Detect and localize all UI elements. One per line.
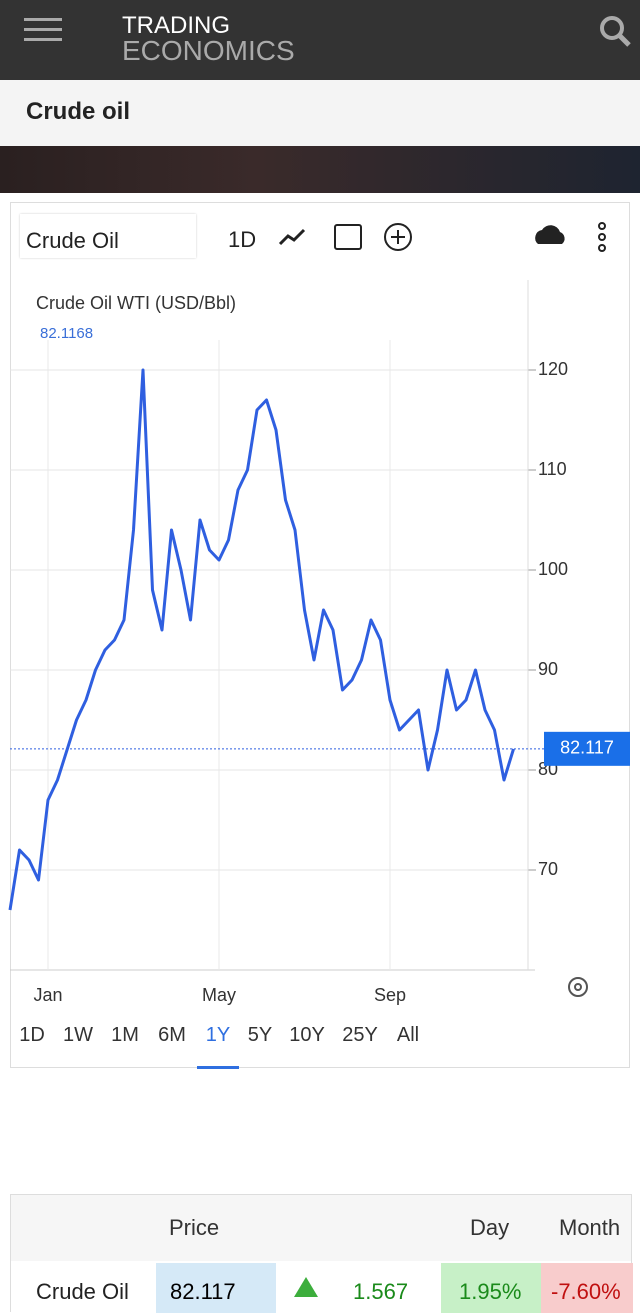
range-button[interactable]: 5Y — [247, 1024, 273, 1046]
last-value-box — [544, 731, 630, 766]
banner — [0, 146, 640, 193]
title-bar: Crude oil — [0, 80, 640, 146]
price-line — [8, 368, 515, 911]
x-tick-label: Sep — [374, 985, 406, 1005]
menu-icon[interactable] — [24, 16, 64, 44]
last-value-label: 82.117 — [560, 738, 614, 758]
range-button[interactable]: 25Y — [342, 1024, 378, 1046]
row-change: 1.567 — [353, 1279, 409, 1304]
range-button[interactable]: 1W — [63, 1024, 93, 1046]
symbol-box[interactable]: Crude Oil — [20, 214, 196, 258]
chart: Crude Oil WTI (USD/Bbl) 82.1168 70809010… — [8, 280, 630, 1005]
header-day: Day — [470, 1215, 510, 1240]
header-month: Month — [559, 1215, 621, 1240]
range-underline — [197, 1066, 239, 1069]
range-bar: 1D 1W 1M 6M 1Y 5Y 10Y 25Y All — [0, 1020, 640, 1070]
y-tick-label: 120 — [538, 359, 568, 379]
range-button[interactable]: 10Y — [289, 1024, 325, 1046]
range-button[interactable]: 1Y — [205, 1024, 231, 1046]
header-price: Price — [169, 1215, 220, 1240]
row-price: 82.117 — [170, 1279, 236, 1304]
line-type-icon[interactable] — [278, 228, 306, 246]
y-tick-label: 100 — [538, 559, 568, 579]
chart-subtitle: 82.1168 — [40, 325, 93, 342]
y-tick-label: 70 — [538, 859, 558, 879]
range-button[interactable]: All — [396, 1024, 420, 1046]
row-day: 1.95% — [459, 1279, 522, 1304]
table: Price Day Month Crude Oil 82.117 1.567 1… — [10, 1194, 633, 1313]
page-title: Crude oil — [26, 98, 131, 125]
logo-top[interactable]: TRADING — [122, 12, 230, 39]
x-tick-label: May — [202, 985, 236, 1005]
y-tick-label: 90 — [538, 659, 558, 679]
symbol: Crude Oil — [26, 228, 119, 253]
range-button[interactable]: 6M — [158, 1024, 186, 1046]
row-name[interactable]: Crude Oil — [36, 1279, 129, 1304]
range-button[interactable]: 1M — [111, 1024, 139, 1046]
add-icon[interactable] — [384, 223, 412, 251]
x-tick-label: Jan — [33, 985, 62, 1005]
download-icon[interactable] — [535, 225, 565, 244]
up-arrow — [294, 1277, 318, 1297]
menu-icons — [535, 222, 606, 252]
month-cell: -7.60% — [541, 1263, 633, 1313]
interval[interactable]: 1D — [228, 227, 257, 252]
search-icon[interactable] — [598, 14, 634, 50]
top-bar: TRADING ECONOMICS — [0, 0, 640, 80]
chart-title: Crude Oil WTI (USD/Bbl) — [36, 293, 236, 313]
y-tick-label: 110 — [538, 459, 567, 479]
settings-icon[interactable] — [568, 977, 588, 997]
row-month: -7.60% — [551, 1279, 621, 1304]
calendar-icon[interactable] — [334, 224, 362, 250]
range-button[interactable]: 1D — [19, 1024, 45, 1046]
chart-card — [10, 202, 630, 1068]
day-cell: 1.95% — [441, 1263, 541, 1313]
toolbar-icons — [278, 223, 412, 251]
logo-bottom[interactable]: ECONOMICS — [122, 35, 295, 66]
price-cell: 82.117 — [156, 1263, 276, 1313]
